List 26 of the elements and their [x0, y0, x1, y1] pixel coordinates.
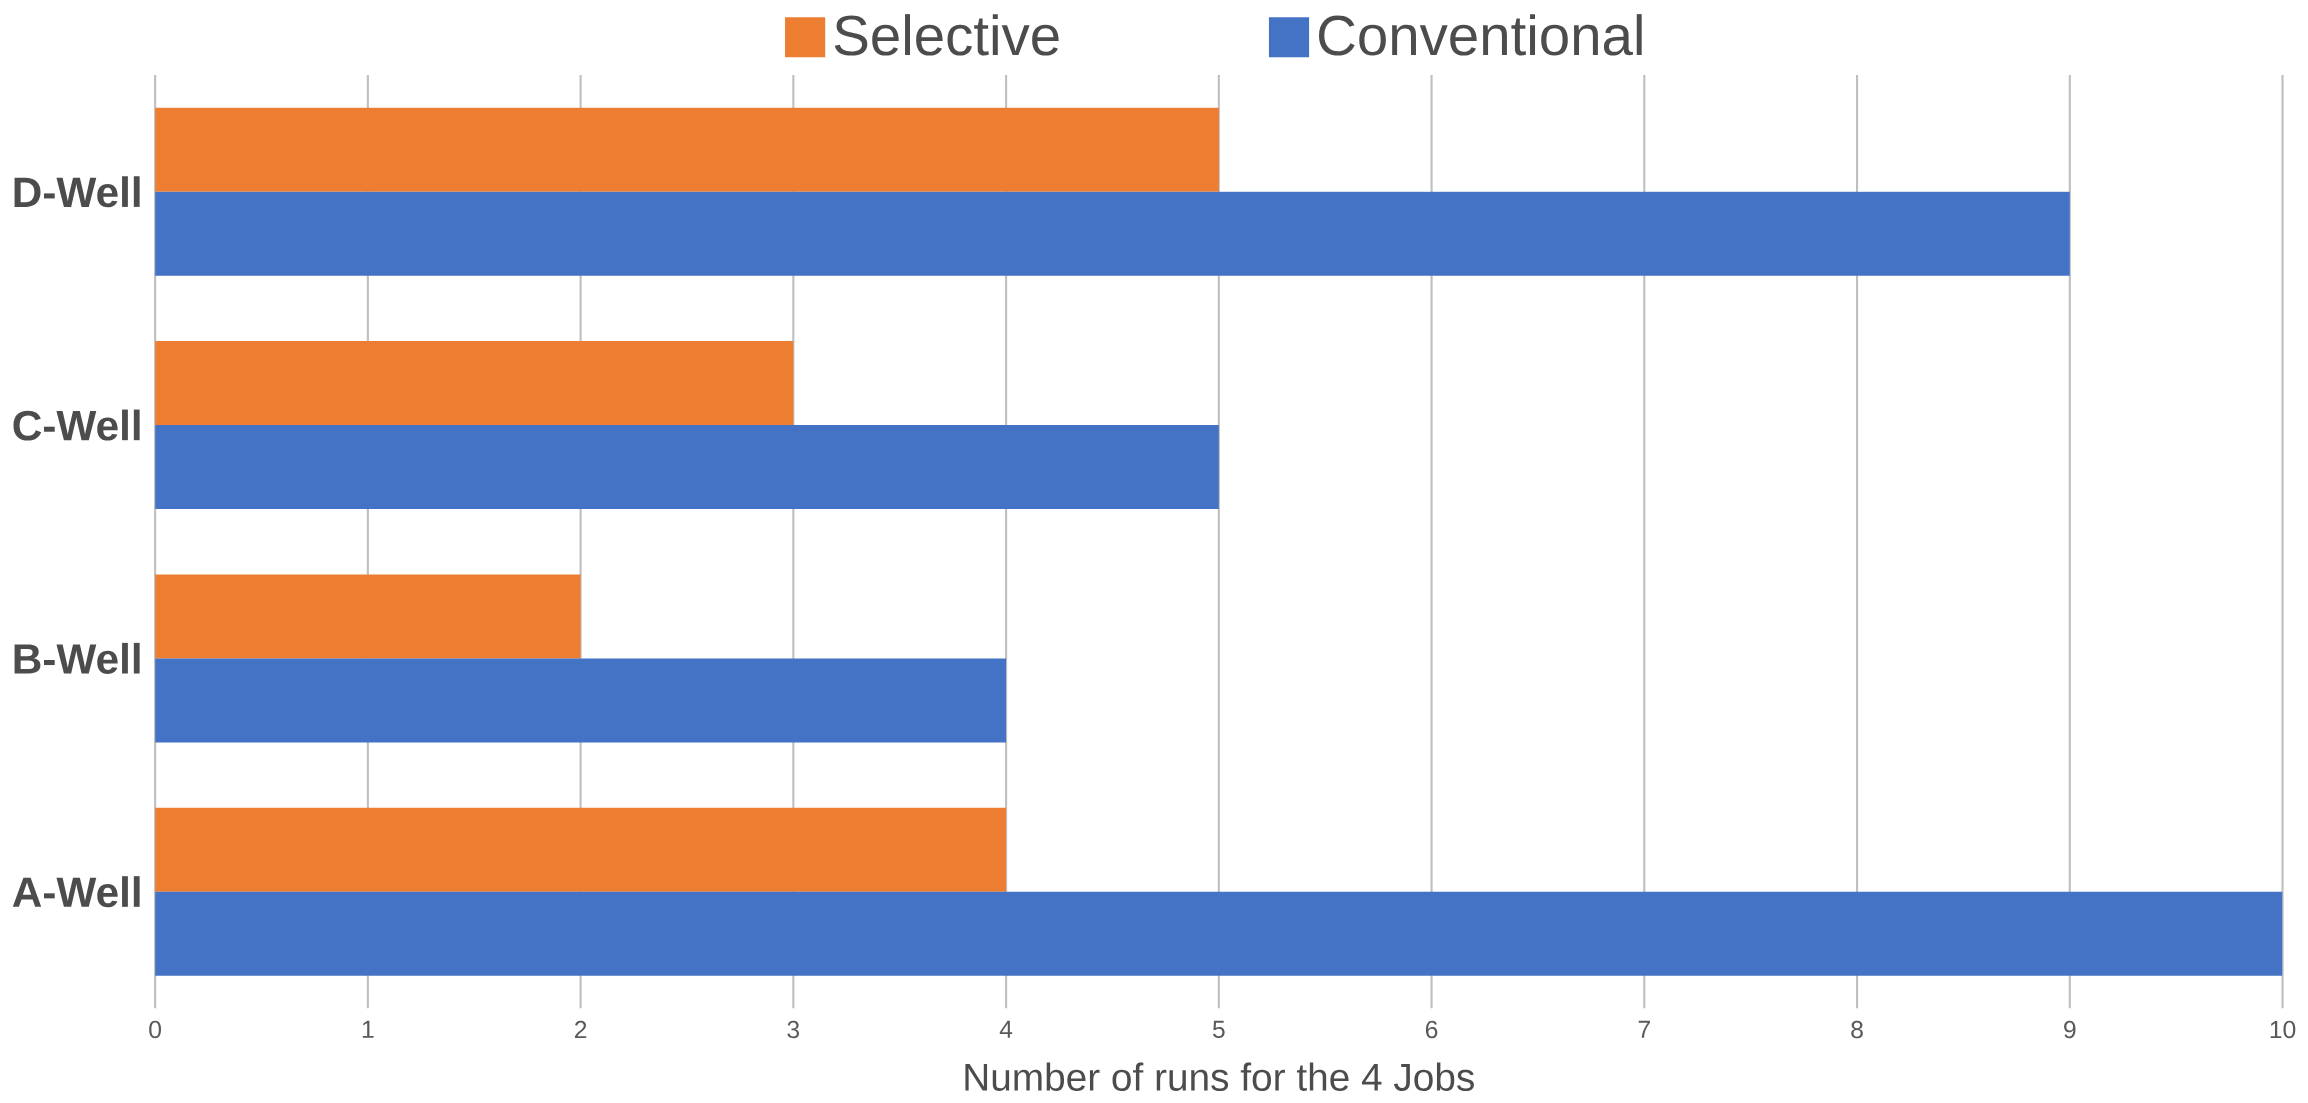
bar — [155, 107, 1219, 192]
bar — [155, 191, 2070, 276]
x-tick-label: 5 — [1212, 1020, 1225, 1039]
y-tick-label: D-Well — [14, 176, 140, 208]
x-tick-label: 0 — [149, 1020, 162, 1039]
x-tick-label: 6 — [1425, 1020, 1438, 1039]
x-axis-title: Number of runs for the 4 Jobs — [965, 1062, 1474, 1092]
x-tick-label: 10 — [2270, 1020, 2296, 1039]
x-tick-label: 8 — [1851, 1020, 1863, 1039]
bar — [155, 341, 794, 426]
x-tick-label: 2 — [574, 1020, 587, 1039]
x-tick-label: 9 — [2064, 1020, 2076, 1039]
bar — [155, 891, 2283, 976]
x-tick-label: 7 — [1638, 1020, 1650, 1038]
bar — [155, 807, 1007, 892]
y-tick-label: B-Well — [14, 642, 140, 675]
bar — [155, 425, 1219, 510]
x-tick-label: 1 — [362, 1020, 374, 1038]
x-tick-label: 3 — [787, 1020, 800, 1039]
bar — [155, 574, 581, 659]
y-tick-label: C-Well — [13, 409, 140, 441]
legend-label: Selective — [834, 14, 1059, 56]
x-tick-label: 4 — [999, 1020, 1013, 1038]
legend-label: Conventional — [1319, 14, 1642, 56]
bar — [155, 658, 1007, 743]
y-tick-label: A-Well — [12, 876, 140, 908]
